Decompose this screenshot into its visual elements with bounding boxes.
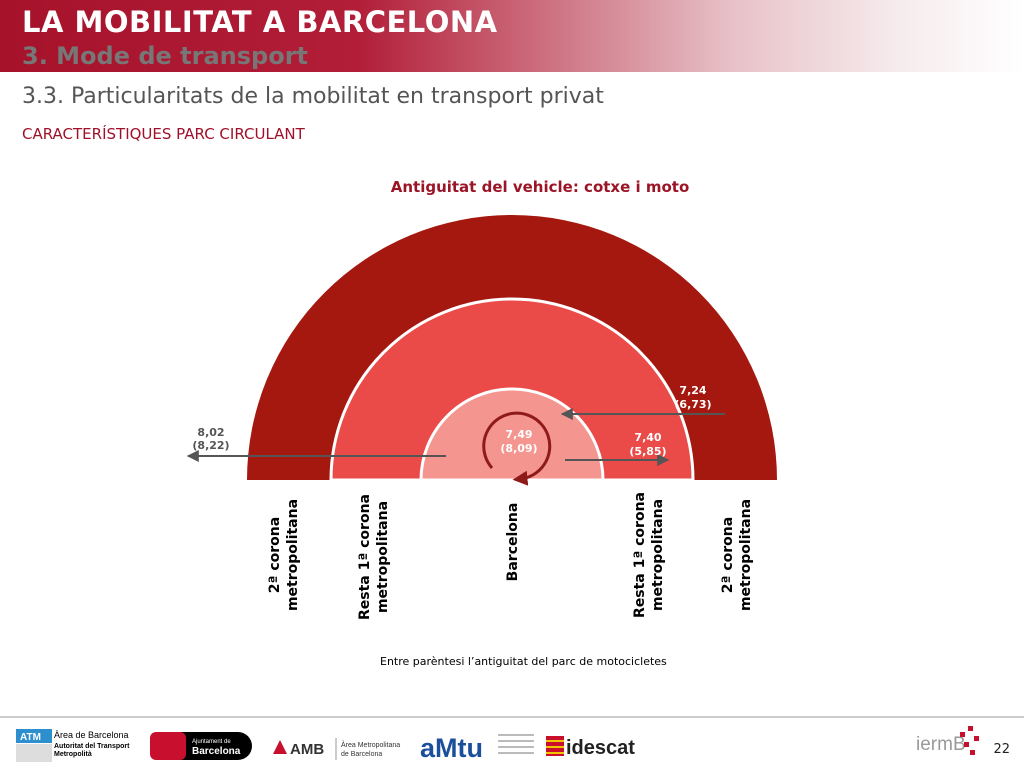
ajuntament-line1: Ajuntament de bbox=[192, 739, 231, 745]
amb-line1: Àrea Metropolitana bbox=[341, 740, 400, 749]
footer-divider bbox=[0, 716, 1024, 718]
section-label: CARACTERÍSTIQUES PARC CIRCULANT bbox=[22, 125, 305, 143]
idescat-logo-text: idescat bbox=[566, 737, 635, 759]
value-car-barcelona: 7,49 bbox=[505, 428, 532, 441]
iermb-logo-text: iermB bbox=[916, 734, 966, 755]
axis-label-2a-corona-right: 2ª corona metropolitana bbox=[720, 499, 754, 611]
iermb-logo: iermB bbox=[916, 726, 979, 755]
value-moto-resta-1a-corona: (5,85) bbox=[629, 445, 666, 458]
axis-label-line1: Resta 1ª corona bbox=[357, 494, 373, 620]
section-title: 3.3. Particularitats de la mobilitat en … bbox=[22, 84, 604, 109]
axis-label-2a-corona-left: 2ª corona metropolitana bbox=[267, 499, 301, 611]
axis-label-resta-1a-corona-right: Resta 1ª corona metropolitana bbox=[632, 492, 666, 618]
atm-line2: Autoritat del Transport bbox=[54, 743, 130, 750]
value-moto-barcelona: (8,09) bbox=[500, 442, 537, 455]
amb-logo-text: AMB bbox=[290, 741, 324, 758]
axis-label-barcelona: Barcelona bbox=[505, 503, 521, 582]
axis-label-line2: metropolitana bbox=[650, 499, 666, 611]
axis-label-resta-1a-corona-left: Resta 1ª corona metropolitana bbox=[357, 494, 391, 620]
axis-label-line1: Barcelona bbox=[505, 503, 521, 582]
header-band bbox=[0, 0, 1024, 72]
axis-label-line2: metropolitana bbox=[285, 499, 301, 611]
axis-label-line2: metropolitana bbox=[375, 501, 391, 613]
amtu-logo-text: aMtu bbox=[420, 733, 483, 763]
chart-footnote: Entre parèntesi l’antiguitat del parc de… bbox=[380, 655, 667, 668]
amtu-logo: aMtu bbox=[420, 733, 534, 763]
rotation-arrow-icon bbox=[482, 411, 552, 486]
value-car-resta-1a-corona: 7,40 bbox=[634, 431, 661, 444]
ajuntament-logo: Ajuntament de Barcelona bbox=[150, 732, 252, 760]
chart-title: Antiguitat del vehicle: cotxe i moto bbox=[390, 178, 690, 196]
value-moto-2a-corona-left: (8,22) bbox=[192, 439, 229, 452]
axis-label-line1: 2ª corona bbox=[267, 517, 283, 593]
atm-logo: ATM Àrea de Barcelona Autoritat del Tran… bbox=[16, 729, 130, 762]
value-car-2a-corona-left: 8,02 bbox=[197, 426, 224, 439]
axis-label-line2: metropolitana bbox=[738, 499, 754, 611]
ajuntament-line2: Barcelona bbox=[192, 746, 241, 757]
amb-logo: AMB Àrea Metropolitana de Barcelona bbox=[273, 738, 400, 760]
ring-inner-barcelona bbox=[419, 387, 605, 482]
value-moto-2a-corona-right: (6,73) bbox=[674, 398, 711, 411]
page-number: 22 bbox=[993, 742, 1010, 757]
axis-label-line1: 2ª corona bbox=[720, 517, 736, 593]
page-subtitle: 3. Mode de transport bbox=[22, 42, 309, 70]
page-title: LA MOBILITAT A BARCELONA bbox=[22, 5, 498, 39]
footer-logos: ATM Àrea de Barcelona Autoritat del Tran… bbox=[16, 726, 979, 763]
idescat-logo: idescat bbox=[546, 736, 635, 759]
atm-line3: Metropolità bbox=[54, 751, 92, 758]
atm-logo-text: ATM bbox=[20, 732, 41, 743]
amb-line2: de Barcelona bbox=[341, 751, 382, 758]
atm-line1: Àrea de Barcelona bbox=[54, 730, 129, 740]
value-car-2a-corona-right: 7,24 bbox=[679, 384, 706, 397]
axis-label-line1: Resta 1ª corona bbox=[632, 492, 648, 618]
